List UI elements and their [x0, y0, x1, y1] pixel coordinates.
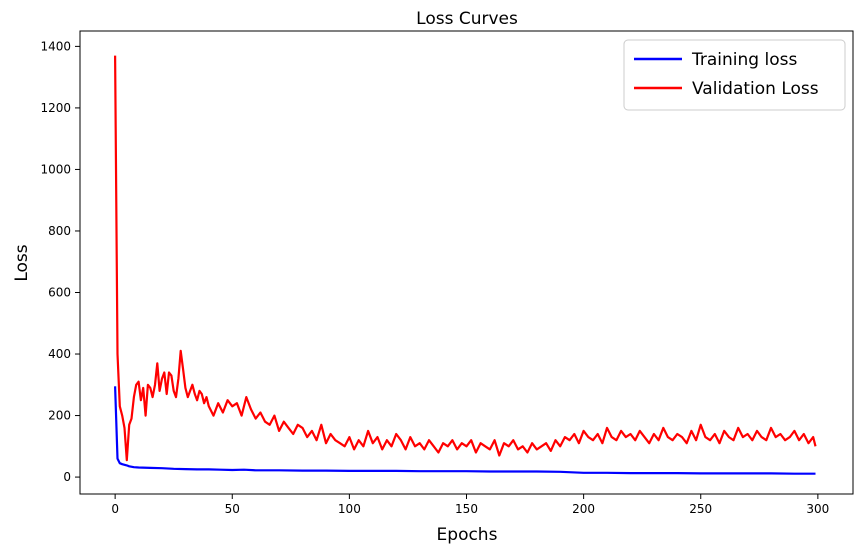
- x-tick-label: 100: [338, 502, 361, 516]
- legend: Training loss Validation Loss: [623, 39, 846, 111]
- x-tick-label: 200: [572, 502, 595, 516]
- chart-title: Loss Curves: [416, 9, 518, 29]
- y-axis-title: Loss: [12, 244, 32, 281]
- y-tick-label: 1000: [40, 162, 71, 176]
- x-tick-label: 300: [806, 502, 829, 516]
- y-tick-label: 600: [48, 285, 71, 299]
- y-tick-label: 800: [48, 224, 71, 238]
- x-tick-label: 150: [455, 502, 478, 516]
- x-axis-title: Epochs: [437, 525, 498, 545]
- legend-frame: [623, 39, 846, 111]
- y-axis-ticks: 0 200 400 600 800 1000 1200 1400: [40, 39, 80, 484]
- x-tick-label: 50: [225, 502, 240, 516]
- y-tick-label: 400: [48, 347, 71, 361]
- series-line-training-loss: [114, 386, 816, 475]
- y-tick-label: 1200: [40, 101, 71, 115]
- legend-label-validation: Validation Loss: [692, 79, 819, 99]
- y-tick-label: 200: [48, 409, 71, 423]
- series-line-validation-loss: [114, 55, 817, 462]
- y-tick-label: 0: [63, 470, 71, 484]
- legend-label-training: Training loss: [691, 50, 797, 70]
- series-layer: [114, 55, 817, 475]
- x-axis-ticks: 0 50 100 150 200 250 300: [111, 494, 829, 516]
- y-tick-label: 1400: [40, 39, 71, 53]
- x-tick-label: 0: [111, 502, 119, 516]
- x-tick-label: 250: [689, 502, 712, 516]
